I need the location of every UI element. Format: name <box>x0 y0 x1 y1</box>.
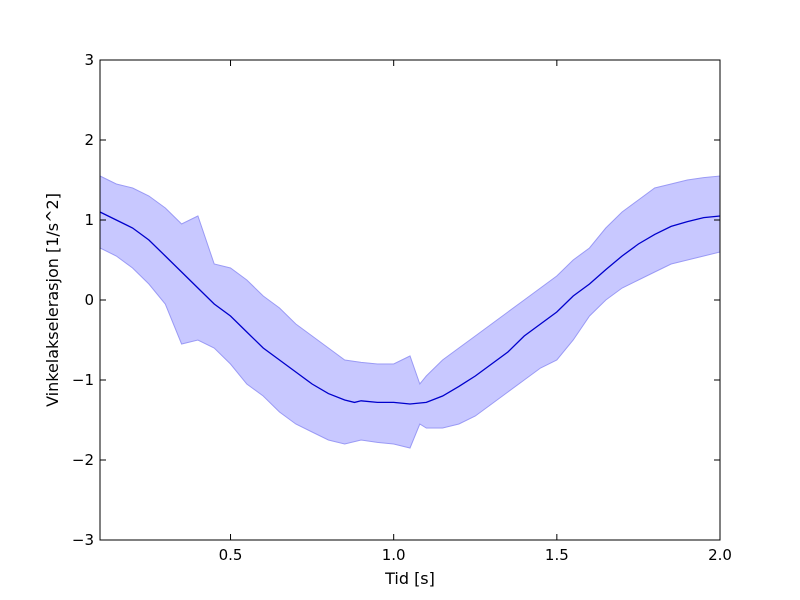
y-tick-label: 0 <box>84 291 94 309</box>
x-tick-label: 1.0 <box>382 546 406 564</box>
y-tick-label: −2 <box>72 451 94 469</box>
y-tick-label: 1 <box>84 211 94 229</box>
x-axis-label: Tid [s] <box>384 569 435 588</box>
x-tick-label: 0.5 <box>219 546 243 564</box>
y-tick-label: −1 <box>72 371 94 389</box>
y-tick-label: 2 <box>84 131 94 149</box>
x-ticks: 0.5 1.0 1.5 2.0 <box>219 60 732 564</box>
series-line <box>99 211 721 405</box>
x-tick-label: 2.0 <box>708 546 732 564</box>
y-tick-label: −3 <box>72 531 94 549</box>
y-tick-label: 3 <box>84 51 94 69</box>
y-ticks: −3 −2 −1 0 1 2 3 <box>72 51 720 549</box>
x-tick-label: 1.5 <box>545 546 569 564</box>
line-layer <box>99 211 721 405</box>
y-axis-label: Vinkelakselerasjon [1/s^2] <box>43 193 62 407</box>
